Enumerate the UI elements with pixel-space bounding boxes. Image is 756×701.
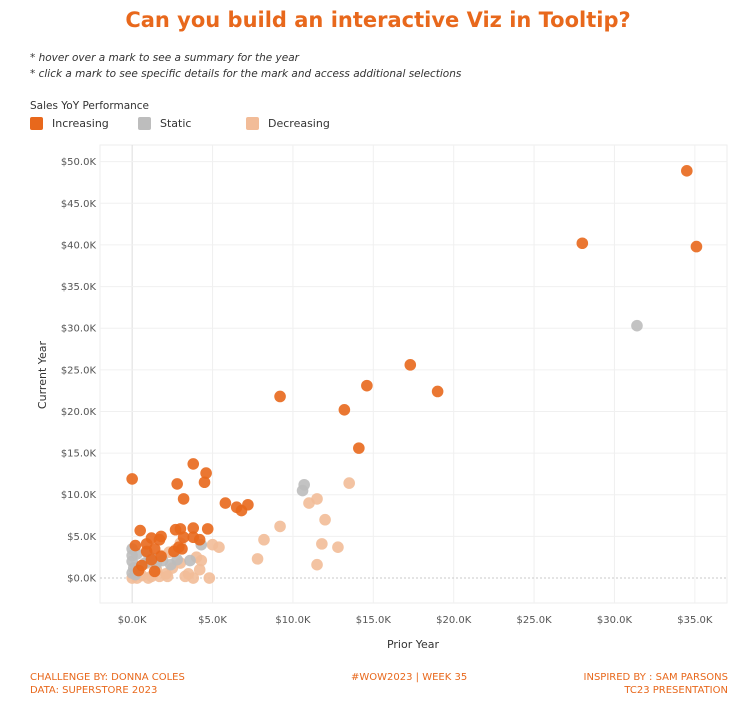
data-point-increasing[interactable] [169, 523, 182, 536]
data-point-increasing[interactable] [681, 165, 693, 177]
legend-item-static[interactable]: Static [138, 117, 191, 130]
legend-swatch-increasing [30, 117, 43, 130]
legend-item-increasing[interactable]: Increasing [30, 117, 109, 130]
x-tick-label: $20.0K [436, 615, 472, 626]
data-point-static[interactable] [296, 484, 309, 497]
footer-data-source: DATA: SUPERSTORE 2023 [30, 685, 158, 696]
legend-swatch-static [138, 117, 151, 130]
data-point-increasing[interactable] [219, 497, 232, 509]
data-point-increasing[interactable] [200, 467, 212, 479]
data-point-decreasing[interactable] [274, 520, 286, 533]
legend-swatch-decreasing [246, 117, 259, 130]
data-point-increasing[interactable] [338, 404, 351, 416]
x-tick-label: $10.0K [275, 615, 311, 626]
data-point-decreasing[interactable] [179, 570, 192, 583]
y-tick-label: $40.0K [61, 240, 97, 251]
y-tick-label: $35.0K [61, 282, 97, 293]
data-point-increasing[interactable] [177, 531, 190, 544]
data-point-increasing[interactable] [187, 522, 200, 534]
data-point-increasing[interactable] [576, 237, 589, 250]
y-tick-label: $10.0K [61, 490, 97, 501]
y-tick-label: $20.0K [61, 407, 97, 418]
data-point-increasing[interactable] [198, 476, 211, 489]
data-point-decreasing[interactable] [343, 477, 355, 489]
y-tick-label: $50.0K [61, 157, 97, 168]
footer-inspired-by: INSPIRED BY : SAM PARSONS [583, 672, 728, 683]
footer-presentation: TC23 PRESENTATION [624, 685, 728, 696]
data-point-increasing[interactable] [134, 524, 146, 537]
data-point-increasing[interactable] [353, 442, 365, 454]
y-tick-label: $0.0K [67, 574, 96, 585]
data-point-increasing[interactable] [171, 478, 183, 490]
data-point-increasing[interactable] [132, 564, 145, 577]
data-point-static[interactable] [184, 554, 196, 567]
data-point-decreasing[interactable] [251, 553, 264, 565]
data-point-increasing[interactable] [201, 523, 214, 535]
click-instruction: * click a mark to see specific details f… [30, 68, 462, 80]
data-point-decreasing[interactable] [319, 513, 331, 526]
data-point-increasing[interactable] [431, 385, 444, 398]
footer-inspiration: INSPIRED BY : SAM PARSONS TC23 PRESENTAT… [584, 671, 728, 697]
y-tick-label: $30.0K [61, 324, 97, 335]
data-point-increasing[interactable] [274, 390, 286, 403]
y-tick-label: $45.0K [61, 199, 97, 210]
data-point-decreasing[interactable] [311, 558, 323, 571]
axis-ticks: $0.0K $5.0K $10.0K $15.0K $20.0K $25.0K $30.0K… [61, 157, 713, 626]
data-point-static[interactable] [631, 319, 643, 332]
dashboard-title: Can you build an interactive Viz in Tool… [125, 8, 631, 32]
legend-label-static: Static [160, 117, 192, 130]
data-point-increasing[interactable] [155, 550, 167, 563]
x-tick-label: $0.0K [118, 615, 147, 626]
data-point-increasing[interactable] [177, 493, 190, 505]
data-point-increasing[interactable] [690, 240, 703, 253]
data-point-increasing[interactable] [126, 473, 138, 485]
data-marks [126, 165, 703, 584]
data-point-increasing[interactable] [148, 565, 161, 578]
x-axis-label: Prior Year [387, 638, 440, 651]
y-tick-label: $15.0K [61, 449, 97, 460]
data-point-decreasing[interactable] [258, 533, 270, 546]
footer-challenge-by: CHALLENGE BY: DONNA COLES [30, 672, 185, 683]
footer-credits: CHALLENGE BY: DONNA COLES DATA: SUPERSTO… [30, 671, 185, 697]
legend-title: Sales YoY Performance [30, 100, 150, 112]
data-point-increasing[interactable] [193, 533, 206, 546]
data-point-decreasing[interactable] [203, 572, 216, 584]
y-axis-label: Current Year [36, 340, 49, 409]
legend-item-decreasing[interactable]: Decreasing [246, 117, 330, 130]
data-point-increasing[interactable] [140, 538, 153, 550]
data-point-decreasing[interactable] [193, 563, 206, 576]
x-tick-label: $15.0K [356, 615, 392, 626]
x-tick-label: $25.0K [516, 615, 552, 626]
legend-label-decreasing: Decreasing [268, 117, 330, 130]
y-tick-label: $5.0K [67, 532, 96, 543]
data-point-increasing[interactable] [404, 359, 417, 371]
data-point-increasing[interactable] [129, 539, 142, 552]
x-tick-label: $30.0K [597, 615, 633, 626]
data-point-increasing[interactable] [153, 533, 166, 546]
legend-label-increasing: Increasing [52, 117, 109, 130]
footer-week: #WOW2023 | WEEK 35 [351, 672, 468, 683]
data-point-decreasing[interactable] [161, 570, 174, 583]
hover-instruction: * hover over a mark to see a summary for… [30, 52, 299, 64]
data-point-decreasing[interactable] [213, 541, 225, 554]
data-point-decreasing[interactable] [311, 493, 323, 505]
data-point-increasing[interactable] [361, 379, 373, 392]
x-tick-label: $35.0K [677, 615, 713, 626]
data-point-decreasing[interactable] [332, 541, 344, 554]
data-point-increasing[interactable] [187, 458, 200, 470]
x-tick-label: $5.0K [198, 615, 227, 626]
data-point-increasing[interactable] [145, 553, 158, 566]
data-point-increasing[interactable] [242, 498, 254, 511]
y-tick-label: $25.0K [61, 365, 97, 376]
data-point-increasing[interactable] [168, 545, 180, 558]
data-point-decreasing[interactable] [316, 538, 328, 550]
